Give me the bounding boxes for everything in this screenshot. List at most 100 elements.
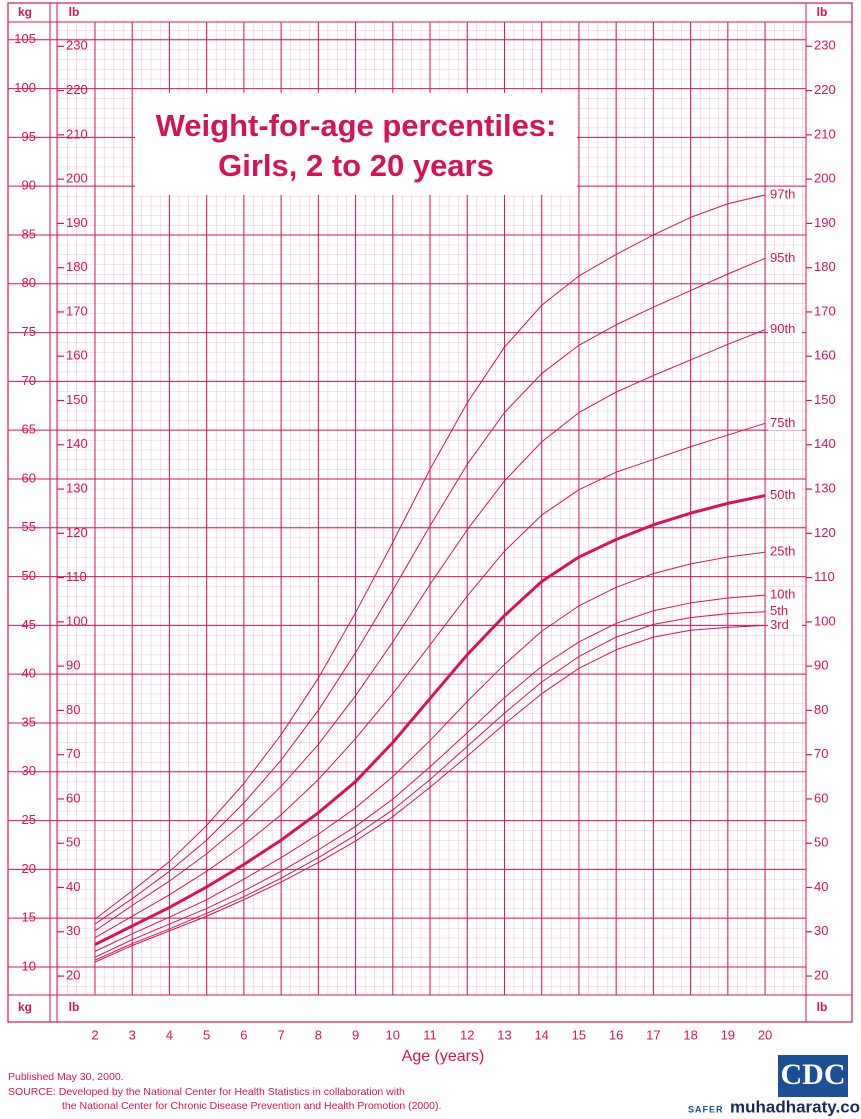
x-axis-label: Age (years) xyxy=(402,1048,485,1065)
y2-tick-label: 210 xyxy=(814,126,836,141)
x-tick-label: 18 xyxy=(683,1027,697,1042)
series-label: 95th xyxy=(770,250,795,265)
watermark: muhadharaty.com xyxy=(730,1097,861,1116)
series-label-bg xyxy=(768,186,803,202)
chart-title: Weight-for-age percentiles: xyxy=(156,108,557,143)
logo: CDC xyxy=(781,1058,846,1091)
y2-tick-label: 50 xyxy=(66,835,80,850)
y-tick-label: 50 xyxy=(22,568,36,583)
y2-tick-label: 170 xyxy=(66,303,88,318)
y-tick-label: 85 xyxy=(22,226,36,241)
series-label: 97th xyxy=(770,186,795,201)
y2-tick-label: 120 xyxy=(66,525,88,540)
y2-tick-label: 170 xyxy=(814,303,836,318)
x-tick-label: 8 xyxy=(315,1027,322,1042)
percentile-curve xyxy=(94,594,766,958)
series-label: 75th xyxy=(770,415,795,430)
series-label: 10th xyxy=(770,587,795,602)
percentile-curve xyxy=(94,257,766,925)
y2-tick-label: 90 xyxy=(66,658,80,673)
percentile-curve xyxy=(94,422,766,939)
y-tick-label: 60 xyxy=(22,470,36,485)
y-tick-label: 40 xyxy=(22,666,36,681)
y-tick-label: 80 xyxy=(22,275,36,290)
logo-box xyxy=(778,1055,848,1097)
y-tick-label: 65 xyxy=(22,422,36,437)
series-label-bg xyxy=(768,603,803,619)
y-tick-label: 90 xyxy=(22,178,36,193)
x-tick-label: 10 xyxy=(386,1027,400,1042)
y2-tick-label: 40 xyxy=(814,879,828,894)
y2-tick-label: 70 xyxy=(66,746,80,761)
series-label-bg xyxy=(768,415,803,431)
y-tick-label: 15 xyxy=(22,910,36,925)
y2-tick-label: 90 xyxy=(814,658,828,673)
y2-tick-label: 80 xyxy=(66,702,80,717)
y2-tick-label: 180 xyxy=(66,259,88,274)
y2-tick-label: 100 xyxy=(66,613,88,628)
y2-unit: lb xyxy=(817,5,828,19)
y-tick-label: 20 xyxy=(22,861,36,876)
y2-tick-label: 140 xyxy=(814,436,836,451)
x-tick-label: 19 xyxy=(721,1027,735,1042)
series-label: 90th xyxy=(770,321,795,336)
y2-tick-label: 220 xyxy=(66,82,88,97)
y2-tick-label: 30 xyxy=(66,923,80,938)
x-tick-label: 7 xyxy=(277,1027,284,1042)
title-box xyxy=(135,93,577,195)
y2-tick-label: 60 xyxy=(814,790,828,805)
x-tick-label: 16 xyxy=(609,1027,623,1042)
x-tick-label: 13 xyxy=(497,1027,511,1042)
y2-tick-label: 160 xyxy=(66,348,88,363)
y2-tick-label: 70 xyxy=(814,746,828,761)
percentile-curve xyxy=(94,494,766,946)
x-tick-label: 3 xyxy=(129,1027,136,1042)
series-label-bg xyxy=(768,617,803,633)
series-label-bg xyxy=(768,250,803,266)
y2-tick-label: 190 xyxy=(814,215,836,230)
x-tick-label: 14 xyxy=(534,1027,548,1042)
y2-tick-label: 200 xyxy=(66,171,88,186)
x-tick-label: 12 xyxy=(460,1027,474,1042)
percentile-curve xyxy=(94,624,766,963)
y2-tick-label: 230 xyxy=(814,38,836,53)
y2-tick-label: 150 xyxy=(814,392,836,407)
percentile-curve xyxy=(94,329,766,932)
x-tick-label: 5 xyxy=(203,1027,210,1042)
percentile-curve xyxy=(94,551,766,952)
series-label-bg xyxy=(768,321,803,337)
x-tick-label: 20 xyxy=(758,1027,772,1042)
y2-tick-label: 20 xyxy=(814,967,828,982)
series-label-bg xyxy=(768,487,803,503)
y-tick-label: 70 xyxy=(22,373,36,388)
y-tick-label: 30 xyxy=(22,763,36,778)
y2-tick-label: 120 xyxy=(814,525,836,540)
y2-tick-label: 30 xyxy=(814,923,828,938)
y2-tick-label: 150 xyxy=(66,392,88,407)
y2-tick-label: 40 xyxy=(66,879,80,894)
x-tick-label: 17 xyxy=(646,1027,660,1042)
x-tick-label: 6 xyxy=(240,1027,247,1042)
y2-tick-label: 110 xyxy=(66,569,87,584)
source: SOURCE: Developed by the National Center… xyxy=(8,1086,405,1098)
x-tick-label: 2 xyxy=(91,1027,98,1042)
y-tick-label: 35 xyxy=(22,714,36,729)
y-tick-label: 105 xyxy=(14,31,36,46)
y2-tick-label: 100 xyxy=(814,613,836,628)
published: Published May 30, 2000. xyxy=(8,1071,124,1083)
percentile-curve xyxy=(94,194,766,920)
y2-unit: lb xyxy=(69,1000,80,1014)
y-tick-label: 95 xyxy=(22,129,36,144)
y2-unit: lb xyxy=(69,5,80,19)
y-tick-label: 100 xyxy=(14,80,36,95)
x-tick-label: 15 xyxy=(572,1027,586,1042)
y-tick-label: 55 xyxy=(22,519,36,534)
y2-tick-label: 20 xyxy=(66,967,80,982)
y2-tick-label: 60 xyxy=(66,790,80,805)
y2-tick-label: 50 xyxy=(814,835,828,850)
logo-tagline: SAFER xyxy=(688,1104,724,1114)
series-label: 3rd xyxy=(770,617,789,632)
y-tick-label: 25 xyxy=(22,812,36,827)
series-label: 5th xyxy=(770,603,788,618)
